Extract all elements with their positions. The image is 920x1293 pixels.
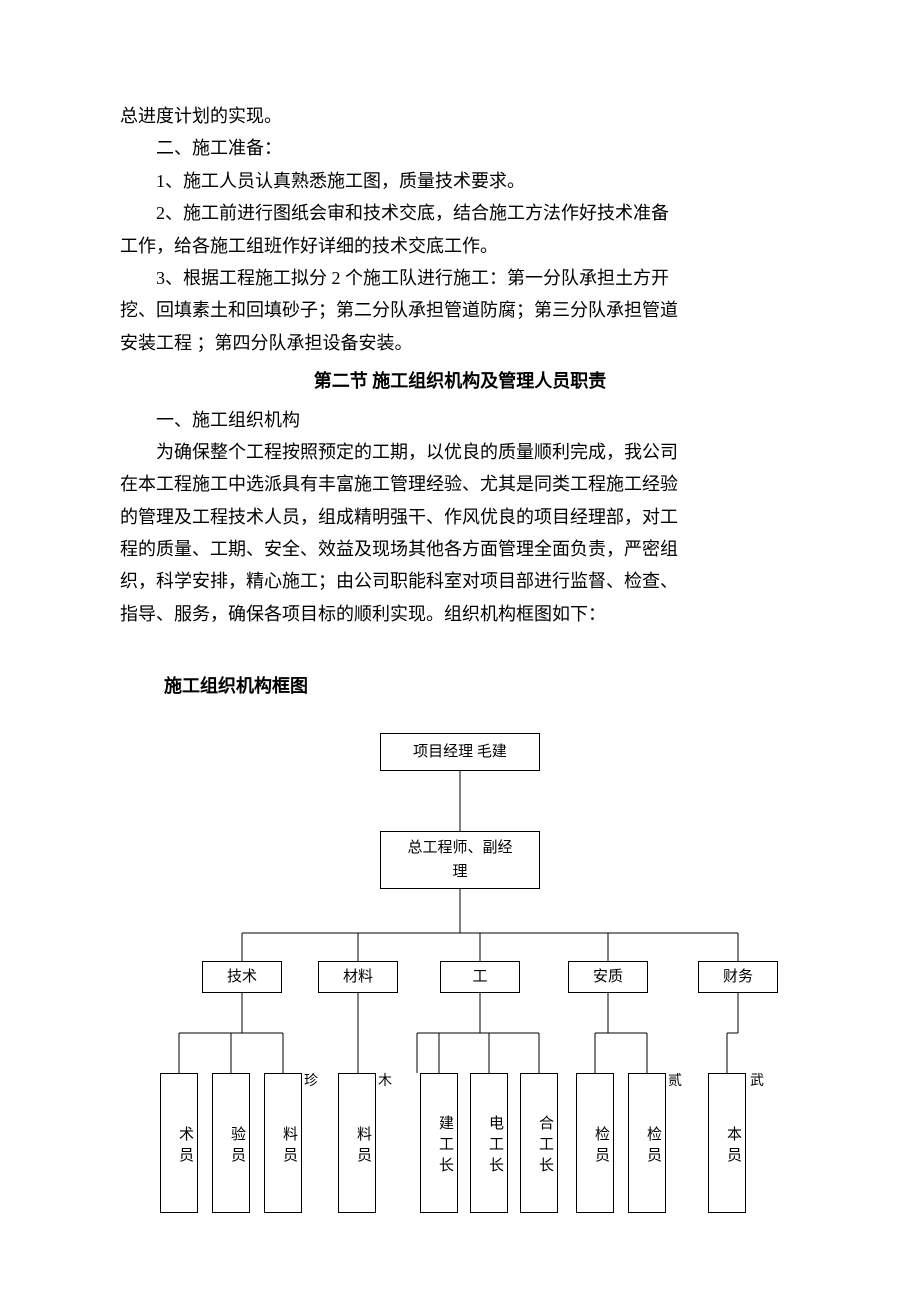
list-item-2-line1: 2、施工前进行图纸会审和技术交底，结合施工方法作好技术准备 [120, 197, 800, 229]
fragment-4: 武 [750, 1069, 764, 1094]
node-chief-engineer-l2: 理 [452, 860, 467, 884]
fragment-2: 木 [378, 1069, 392, 1094]
leaf-elec-foreman: 电工长 [470, 1073, 508, 1213]
leaf-inspector-1: 检员 [576, 1073, 614, 1213]
list-item-3-line1: 3、根据工程施工拟分 2 个施工队进行施工：第一分队承担土方开 [120, 262, 800, 294]
body-p1-l6: 指导、服务，确保各项目标的顺利实现。组织机构框图如下： [120, 598, 800, 630]
node-project-manager: 项目经理 毛建 [380, 733, 540, 771]
body-p1-l3: 的管理及工程技术人员，组成精明强干、作风优良的项目经理部，对工 [120, 501, 800, 533]
node-dept-safety: 安质 [568, 961, 648, 993]
subheading-1: 一、施工组织机构 [120, 404, 800, 436]
list-item-3-line3: 安装工程 ；第四分队承担设备安装。 [120, 327, 800, 359]
section-2-title: 第二节 施工组织机构及管理人员职责 [120, 365, 800, 397]
node-dept-material: 材料 [318, 961, 398, 993]
leaf-inspector-2: 检员 [628, 1073, 666, 1213]
leaf-test-staff: 验员 [212, 1073, 250, 1213]
node-chief-engineer-l1: 总工程师、副经 [407, 836, 512, 860]
leaf-tech-staff: 术员 [160, 1073, 198, 1213]
leaf-material-staff-1: 料员 [264, 1073, 302, 1213]
paragraph-continuation: 总进度计划的实现。 [120, 100, 800, 132]
leaf-material-staff-2: 料员 [338, 1073, 376, 1213]
body-p1-l4: 程的质量、工期、安全、效益及现场其他各方面管理全面负责，严密组 [120, 533, 800, 565]
node-chief-engineer: 总工程师、副经 理 [380, 831, 540, 889]
list-item-2-line2: 工作，给各施工组班作好详细的技术交底工作。 [120, 230, 800, 262]
fragment-3: 贰 [668, 1069, 682, 1094]
list-item-3-line2: 挖、回填素土和回填砂子；第二分队承担管道防腐；第三分队承担管道 [120, 294, 800, 326]
node-dept-work: 工 [440, 961, 520, 993]
leaf-build-foreman: 建工长 [420, 1073, 458, 1213]
body-p1-l5: 织，科学安排，精心施工；由公司职能科室对项目部进行监督、检查、 [120, 565, 800, 597]
body-p1-l2: 在本工程施工中选派具有丰富施工管理经验、尤其是同类工程施工经验 [120, 468, 800, 500]
node-dept-finance: 财务 [698, 961, 778, 993]
node-dept-tech: 技术 [202, 961, 282, 993]
orgchart-title: 施工组织机构框图 [164, 670, 800, 702]
leaf-assembly-foreman: 合工长 [520, 1073, 558, 1213]
heading-2-prep: 二、施工准备： [120, 132, 800, 164]
fragment-1: 珍 [304, 1069, 318, 1094]
orgchart: 项目经理 毛建 总工程师、副经 理 技术 材料 工 安质 财务 术员 验员 料员… [120, 733, 800, 1253]
list-item-1: 1、施工人员认真熟悉施工图，质量技术要求。 [120, 165, 800, 197]
body-p1-l1: 为确保整个工程按照预定的工期，以优良的质量顺利完成，我公司 [120, 436, 800, 468]
leaf-cost-staff: 本员 [708, 1073, 746, 1213]
